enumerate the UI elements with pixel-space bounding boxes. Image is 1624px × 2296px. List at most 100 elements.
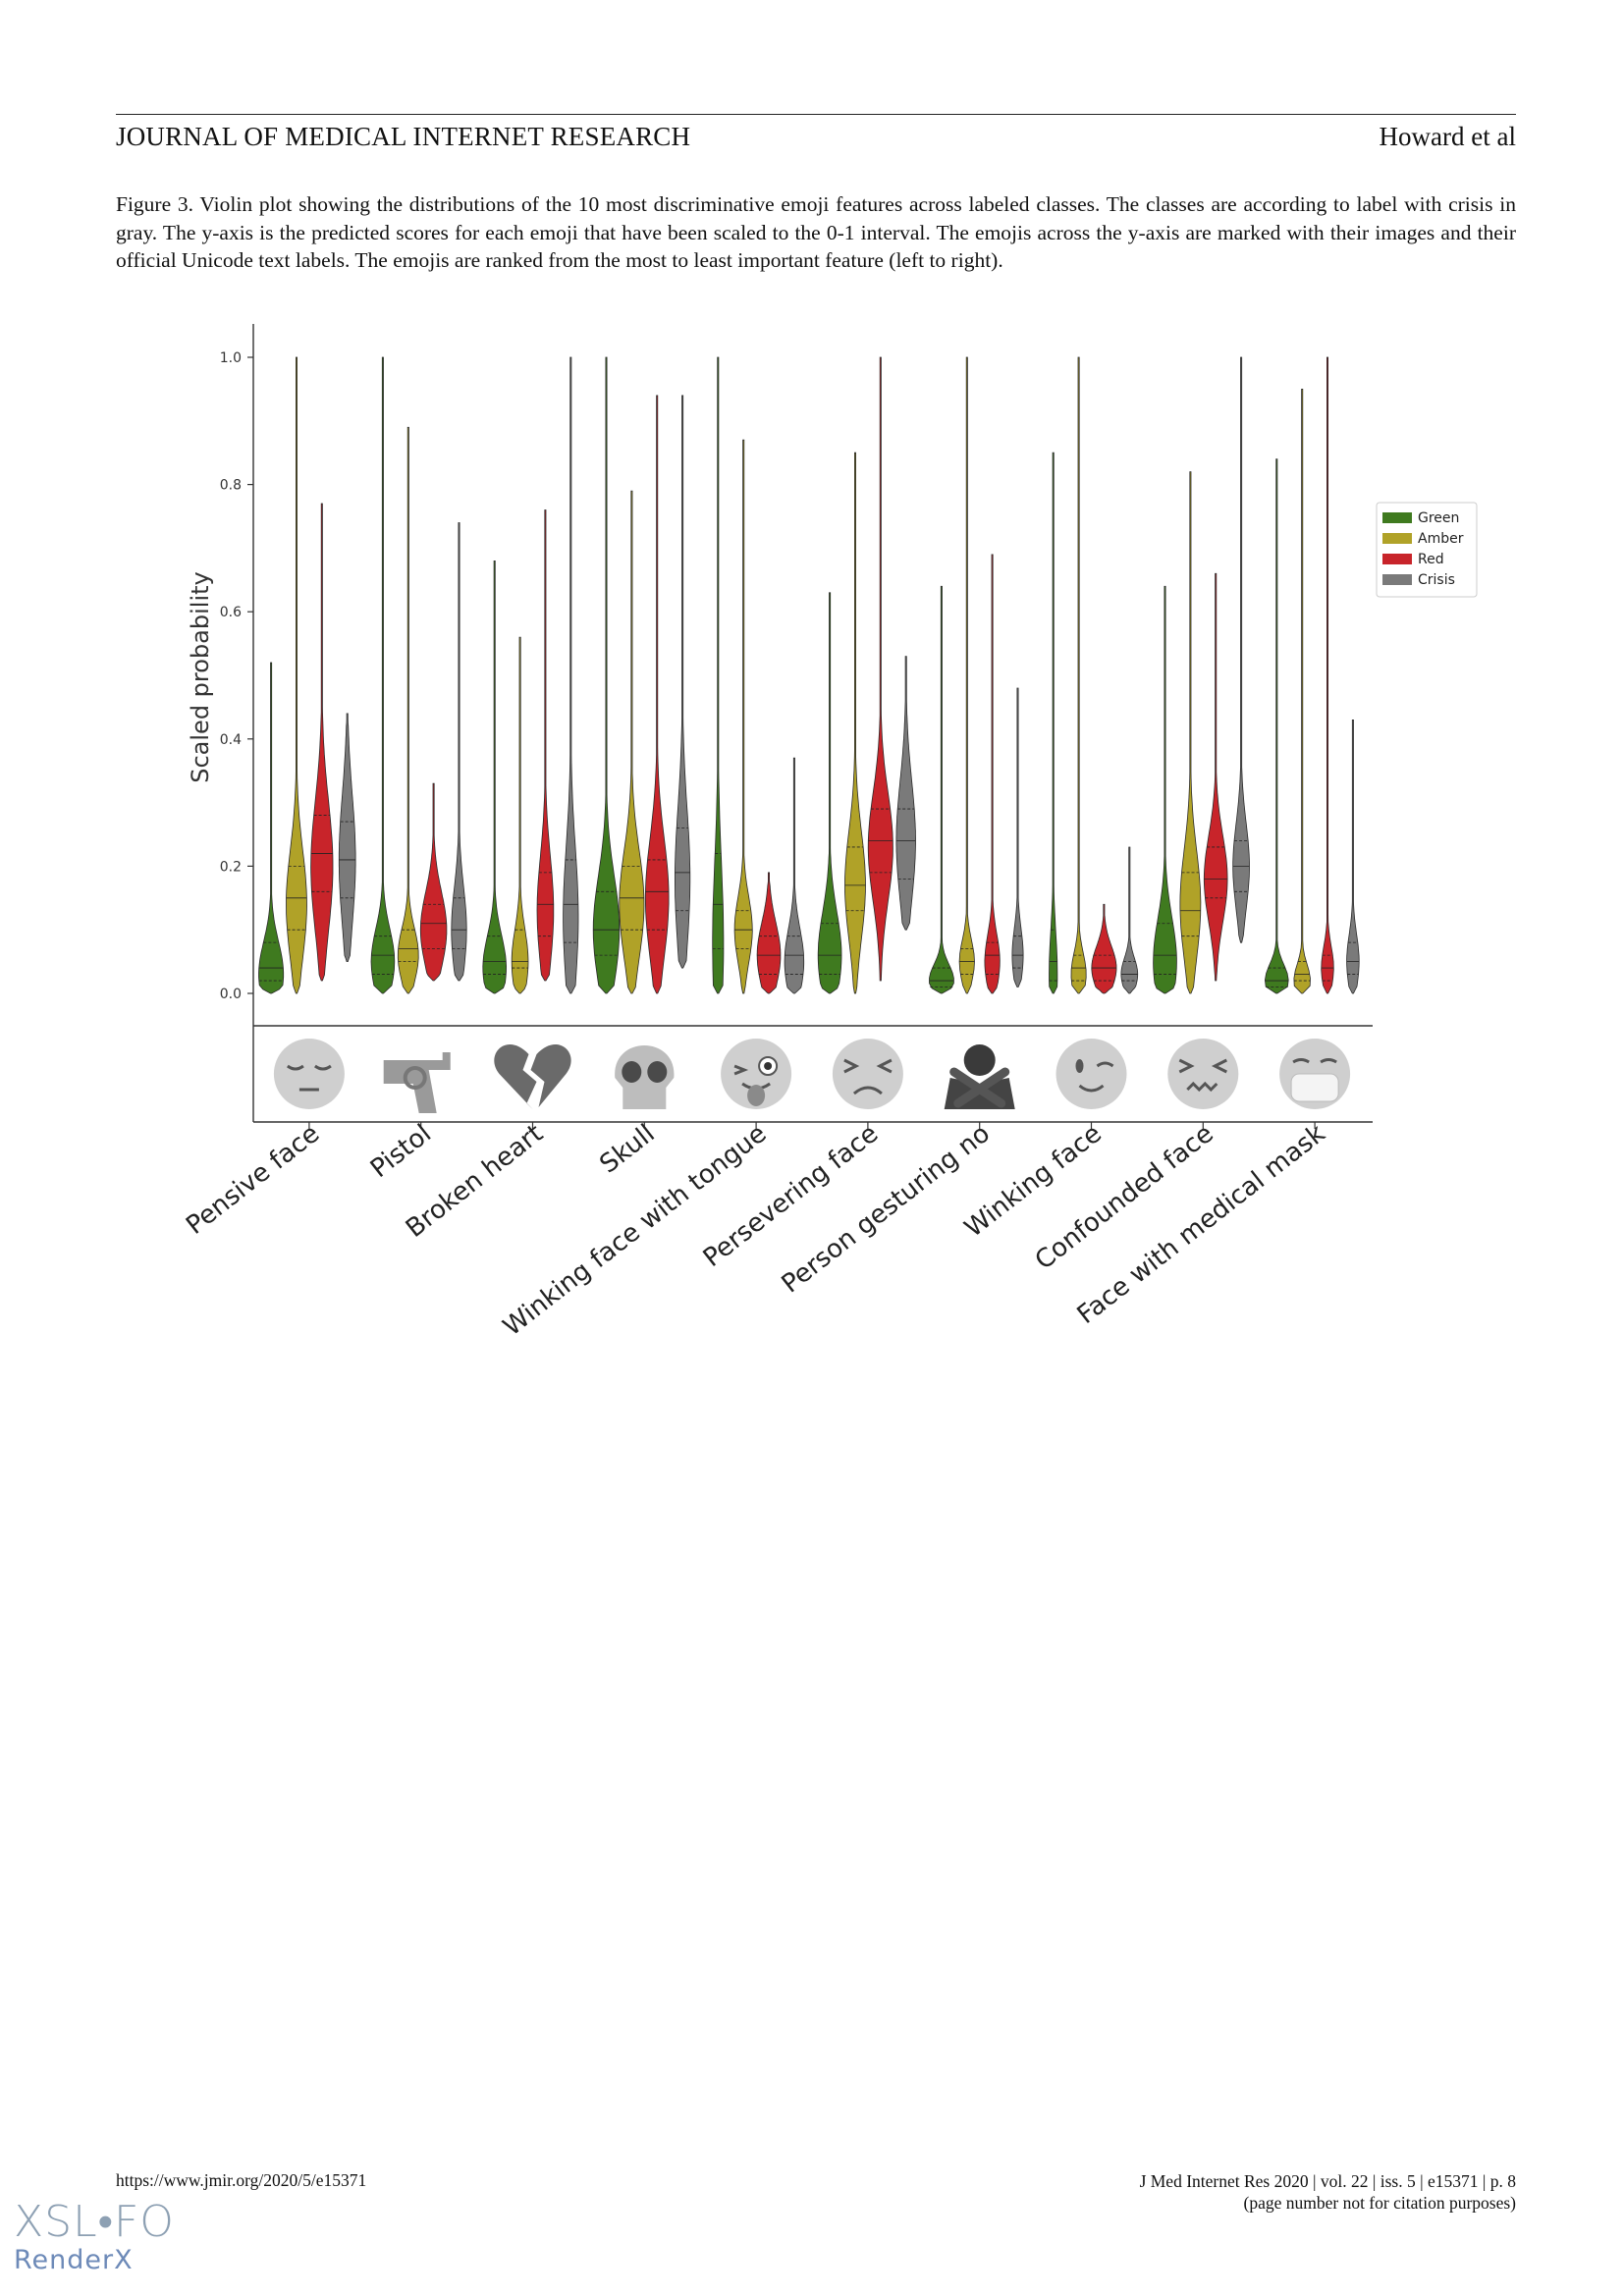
category-label: Skull — [595, 1119, 661, 1180]
eyes — [1292, 1058, 1337, 1064]
violin-body — [536, 509, 555, 982]
violin-green — [817, 592, 842, 994]
violin-crisis — [784, 757, 805, 994]
winking-face-icon — [1056, 1039, 1127, 1109]
violin-red — [1091, 903, 1117, 994]
violin-body — [867, 356, 893, 982]
axes-layer: 0.0 0.2 0.4 0.6 0.8 1.0 Scaled probability — [187, 324, 1373, 1129]
violin-green — [258, 662, 285, 994]
legend-label: Red — [1418, 552, 1444, 567]
legend-swatch — [1382, 533, 1412, 544]
squint-eyes — [843, 1058, 893, 1074]
legend-label: Amber — [1418, 531, 1464, 547]
violin-crisis — [451, 522, 467, 982]
pistol-cylinder — [403, 1066, 427, 1090]
skull-eye — [647, 1061, 668, 1083]
violin-body — [1179, 471, 1202, 994]
journal-title: JOURNAL OF MEDICAL INTERNET RESEARCH — [116, 122, 691, 151]
violin-body — [1203, 572, 1228, 982]
pistol-icon — [383, 1052, 451, 1113]
xslfo-logo-text: XSL•FO — [14, 2197, 175, 2247]
heart-right — [530, 1043, 571, 1107]
violin-body — [286, 356, 307, 994]
confounded-face-icon — [1167, 1039, 1239, 1109]
violin-body — [1049, 452, 1058, 994]
y-axis-label: Scaled probability — [187, 571, 214, 782]
violin-green — [929, 585, 954, 994]
wink-eye — [1096, 1061, 1114, 1068]
footer-url[interactable]: https://www.jmir.org/2020/5/e15371 — [116, 2170, 367, 2190]
violin-green — [712, 356, 725, 994]
violin-red — [310, 503, 334, 982]
legend-swatch — [1382, 512, 1412, 523]
violin-body — [482, 561, 508, 994]
pistol-shape — [383, 1052, 451, 1113]
violin-body — [733, 439, 753, 994]
violin-crisis — [1120, 846, 1139, 994]
figure-caption: Figure 3. Violin plot showing the distri… — [116, 192, 1516, 272]
violin-green — [1264, 458, 1289, 994]
violin-green — [1049, 452, 1058, 994]
legend: Green Amber Red Crisis — [1376, 502, 1478, 598]
violin-amber — [1179, 471, 1202, 994]
violin-body — [310, 503, 334, 982]
violin-body — [419, 782, 448, 982]
violin-body — [1091, 903, 1117, 994]
violin-body — [397, 426, 419, 994]
skull-icon — [615, 1045, 675, 1109]
violin-body — [984, 554, 1001, 994]
renderx-logo-text: RenderX — [14, 2245, 134, 2275]
author-running-head: Howard et al — [1379, 122, 1516, 151]
legend-swatch — [1382, 574, 1412, 585]
legend-box — [1376, 502, 1478, 598]
emoji-icon-row — [273, 1039, 1351, 1113]
violin-green — [1153, 585, 1177, 994]
violin-body — [895, 656, 916, 931]
violin-red — [644, 395, 670, 994]
face-shape — [1167, 1039, 1239, 1109]
category-label: Pensive face — [181, 1119, 325, 1241]
person-gesturing-no-icon — [944, 1044, 1015, 1109]
violin-body — [1293, 388, 1311, 994]
violin-body — [844, 452, 866, 994]
violin-red — [756, 872, 782, 994]
eyes — [287, 1064, 332, 1071]
violin-body — [929, 585, 954, 994]
violin-body — [712, 356, 725, 994]
violin-crisis — [675, 395, 691, 969]
violin-amber — [844, 452, 866, 994]
face-shape — [721, 1039, 792, 1109]
violin-body — [1011, 687, 1024, 988]
y-tick-label: 0.8 — [220, 478, 242, 494]
violin-layer — [258, 356, 1360, 994]
winking-face-with-tongue-icon — [721, 1039, 792, 1109]
violin-body — [958, 356, 975, 994]
persevering-face-icon — [832, 1039, 903, 1109]
violin-red — [867, 356, 893, 982]
renderx-logo: XSL•FO RenderX — [14, 2199, 175, 2275]
violin-body — [1321, 356, 1334, 994]
skull-eye — [622, 1061, 642, 1083]
pupil — [764, 1062, 773, 1070]
squint-eyes — [1178, 1058, 1227, 1074]
violin-crisis — [1232, 356, 1250, 943]
violin-body — [592, 356, 621, 994]
violin-crisis — [1346, 720, 1360, 994]
mouth — [852, 1086, 883, 1095]
violin-red — [536, 509, 555, 982]
mouth — [1078, 1084, 1105, 1093]
violin-chart: 0.0 0.2 0.4 0.6 0.8 1.0 Scaled probability Pen… — [181, 324, 1478, 1342]
violin-body — [370, 356, 396, 994]
legend-label: Crisis — [1418, 572, 1455, 588]
violin-body — [1153, 585, 1177, 994]
violin-red — [1203, 572, 1228, 982]
y-tick-label: 0.0 — [220, 987, 242, 1002]
violin-green — [592, 356, 621, 994]
mask — [1290, 1073, 1339, 1102]
y-tick-label: 0.2 — [220, 859, 242, 875]
violin-amber — [1293, 388, 1311, 994]
crossed-arms — [949, 1067, 1010, 1108]
violin-green — [370, 356, 396, 994]
violin-amber — [619, 490, 645, 994]
